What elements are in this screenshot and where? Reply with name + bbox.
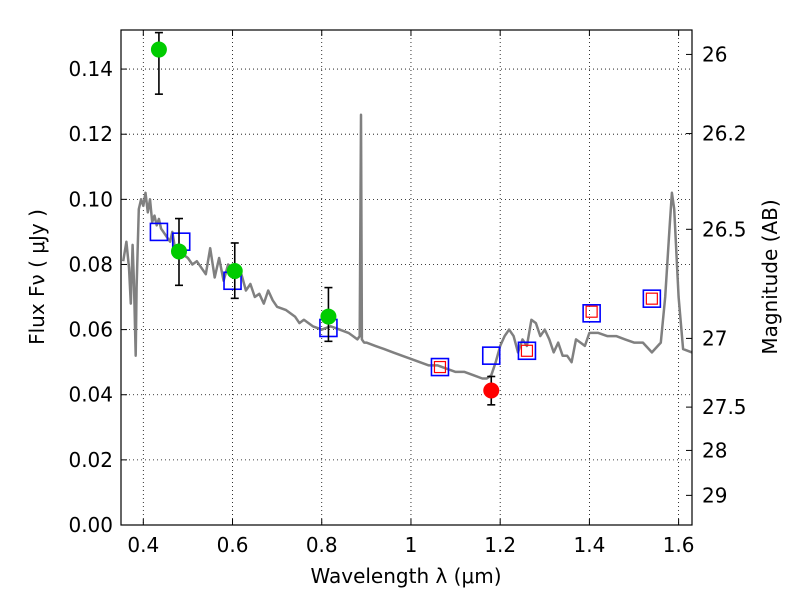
x-tick-label: 1.2 <box>484 533 516 557</box>
y-tick-label: 0.12 <box>68 122 113 146</box>
y-tick-label: 0.10 <box>68 187 113 211</box>
x-tick-label: 0.4 <box>127 533 159 557</box>
y2-axis-label: Magnitude (AB) <box>758 199 782 354</box>
grid <box>121 30 692 526</box>
y2-tick-label: 26.2 <box>702 122 747 146</box>
model-photometry-square <box>430 357 450 377</box>
model-photometry-square <box>149 222 169 242</box>
y-tick-label: 0.06 <box>68 318 113 342</box>
observed-point <box>226 262 243 279</box>
y2-tick-label: 27.5 <box>702 395 747 419</box>
x-tick-label: 1.6 <box>663 533 695 557</box>
red-square-marker <box>433 360 447 374</box>
y2-tick-label: 26 <box>702 42 727 66</box>
spectrum-layer <box>121 113 693 380</box>
observed-point <box>483 382 500 399</box>
y-tick-label: 0.00 <box>68 513 113 537</box>
x-axis-label: Wavelength λ (μm) <box>310 564 501 588</box>
y-axis-label: Flux Fν ( μJy ) <box>25 209 49 345</box>
y2-tick-label: 26.5 <box>702 217 747 241</box>
x-tick-label: 0.8 <box>306 533 338 557</box>
model-photometry-square <box>582 304 601 323</box>
marker-layer <box>149 31 662 406</box>
observed-point <box>170 243 187 260</box>
spectrum-line <box>121 113 693 380</box>
model-photometry-square <box>517 341 537 361</box>
y-tick-label: 0.14 <box>68 57 113 81</box>
y-tick-label: 0.02 <box>68 448 113 472</box>
plot-frame <box>120 29 693 526</box>
y2-tick-label: 28 <box>702 438 727 462</box>
y2-tick-label: 29 <box>702 483 727 507</box>
x-tick-label: 0.6 <box>217 533 249 557</box>
observed-point <box>150 41 167 58</box>
y-tick-label: 0.04 <box>68 383 113 407</box>
x-tick-label: 1.4 <box>573 533 605 557</box>
red-square-marker <box>645 292 658 305</box>
tick-layer: 0.4 0.6 0.8 1 1.2 1.4 1.6 0.00 0.02 0.04 0.06 0.08 0… <box>68 30 747 557</box>
model-photometry-square <box>481 346 501 365</box>
y2-tick-label: 27 <box>702 326 727 350</box>
x-tick-label: 1 <box>405 533 418 557</box>
red-square-marker <box>585 305 598 318</box>
observed-point <box>320 308 337 325</box>
y-tick-label: 0.08 <box>68 252 113 276</box>
model-photometry-square <box>642 289 662 308</box>
red-square-marker <box>520 344 534 357</box>
